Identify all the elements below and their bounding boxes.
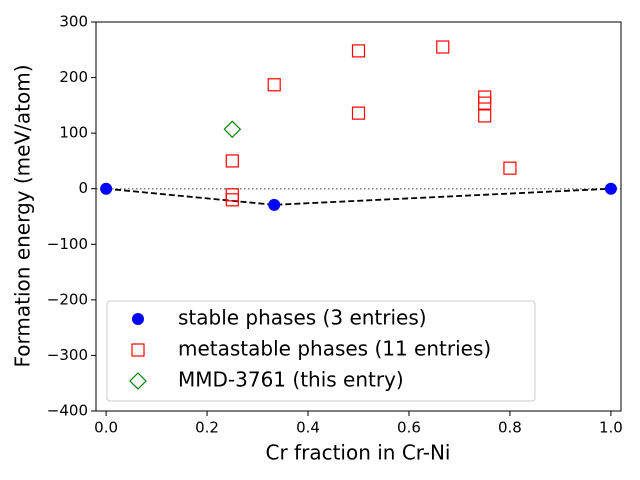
legend-marker: [129, 372, 147, 390]
x-tick-label: 0.0: [94, 419, 118, 437]
metastable-point: [225, 188, 239, 202]
metastable-point: [351, 44, 366, 58]
metastable-point: [478, 109, 492, 123]
metastable-point: [503, 161, 517, 175]
x-tick-label: 0.8: [498, 419, 522, 437]
y-tick-label: −200: [47, 290, 88, 308]
y-tick-label: 0: [78, 179, 88, 197]
plot-frame: [95, 21, 622, 412]
y-tick-label: 200: [59, 68, 88, 86]
stable-point: [604, 182, 617, 195]
metastable-point: [267, 78, 281, 92]
metastable-point: [436, 40, 450, 54]
x-tick-label: 0.2: [195, 419, 219, 437]
x-axis-label: Cr fraction in Cr-Ni: [266, 441, 451, 465]
entry-point: [223, 120, 242, 139]
y-tick-label: −400: [47, 402, 88, 420]
legend-label: stable phases (3 entries): [178, 306, 427, 330]
y-tick-label: −300: [47, 346, 88, 364]
x-tick-label: 1.0: [599, 419, 623, 437]
legend-label: MMD-3761 (this entry): [178, 368, 404, 392]
y-tick-label: −100: [47, 235, 88, 253]
y-axis-label: Formation energy (meV/atom): [11, 65, 35, 368]
metastable-point: [351, 106, 366, 120]
legend-marker: [132, 313, 144, 325]
x-tick-label: 0.6: [397, 419, 421, 437]
x-tick-label: 0.4: [296, 419, 320, 437]
legend-label: metastable phases (11 entries): [178, 337, 491, 361]
stable-point: [100, 182, 113, 195]
y-tick-label: 100: [59, 124, 88, 142]
metastable-point: [225, 154, 239, 168]
stable-point: [268, 198, 281, 211]
metastable-point: [478, 96, 492, 110]
hull-line: [106, 187, 611, 206]
metastable-point: [225, 193, 239, 207]
legend-marker: [131, 343, 145, 357]
y-tick-label: 300: [59, 13, 88, 31]
legend-box: [106, 300, 536, 402]
